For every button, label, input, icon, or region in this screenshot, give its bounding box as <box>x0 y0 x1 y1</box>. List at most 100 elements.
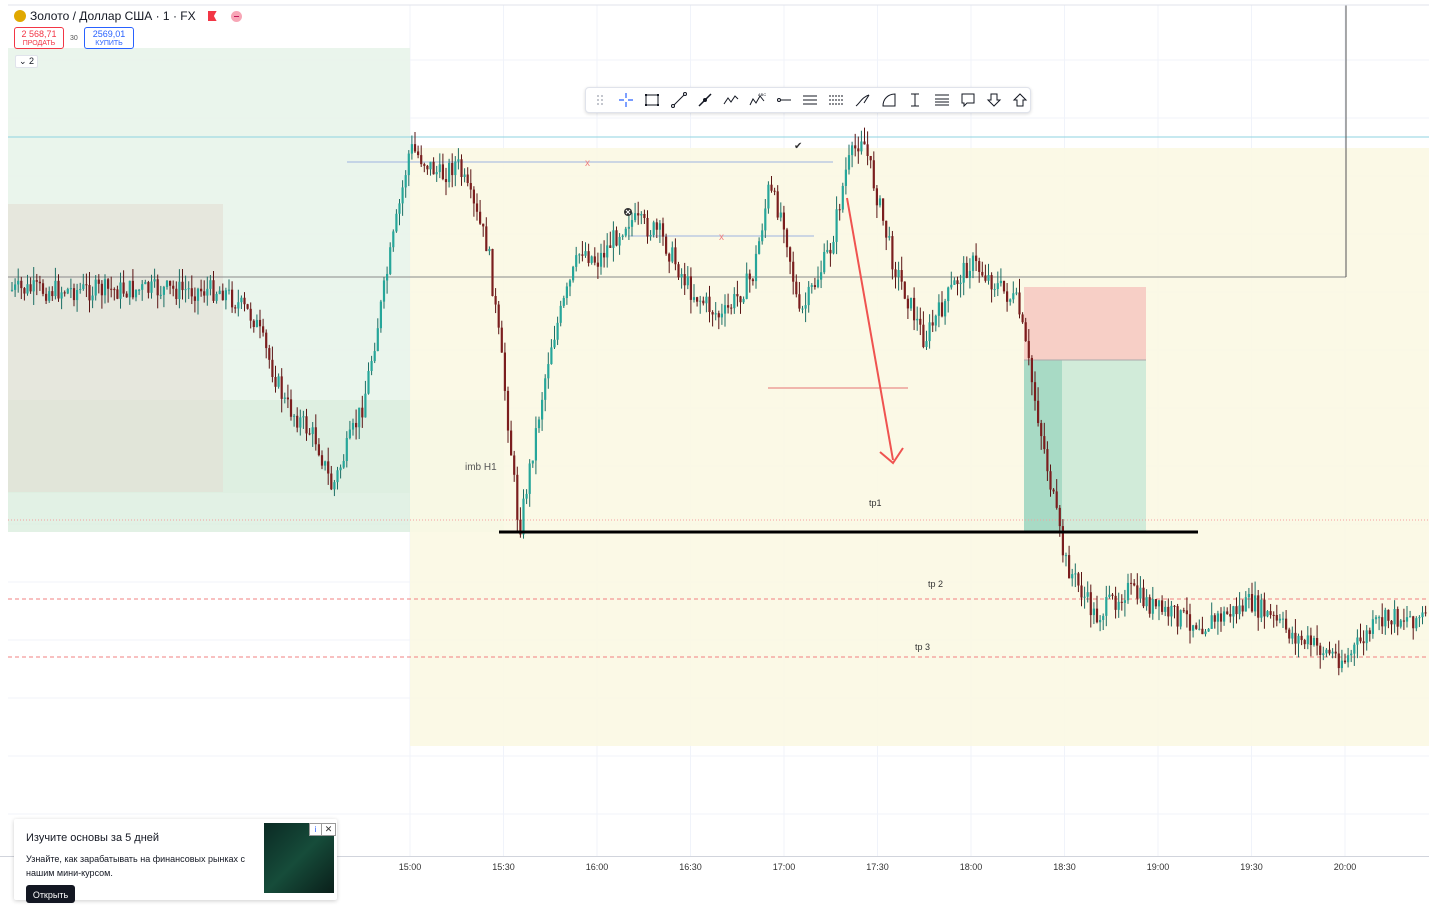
arrow-down-icon[interactable] <box>984 90 1003 110</box>
candle-body <box>531 460 534 464</box>
candle-body <box>1213 615 1216 622</box>
candle-body <box>41 283 45 294</box>
candle-body <box>212 280 215 301</box>
candle-body <box>1049 471 1052 490</box>
candle-body <box>751 279 754 282</box>
candle-body <box>1064 555 1068 557</box>
rectangle-icon[interactable] <box>643 90 662 110</box>
candle-body <box>280 376 283 399</box>
candle-body <box>599 252 603 267</box>
time-tick-label: 16:00 <box>585 862 609 872</box>
candle-body <box>770 184 773 191</box>
candle-body <box>128 280 131 298</box>
fib-icon[interactable] <box>932 90 951 110</box>
parallel-channel-icon[interactable] <box>800 90 819 110</box>
candle-body <box>193 296 196 301</box>
candle-body <box>661 223 665 237</box>
candle-body <box>497 304 500 328</box>
candle-body <box>119 282 122 299</box>
candle-body <box>1157 600 1161 607</box>
ad-info-icon[interactable]: i <box>309 823 322 836</box>
candle-body <box>277 376 280 387</box>
candle-body <box>1232 606 1235 617</box>
candle-body <box>993 289 996 291</box>
candle-body <box>1223 611 1226 622</box>
candle-body <box>1176 606 1179 627</box>
candle-body <box>754 253 758 282</box>
regression-icon[interactable] <box>827 90 846 110</box>
candle-body <box>1260 599 1263 618</box>
symbol-header[interactable]: Золото / Доллар США · 1 · FX <box>14 9 242 23</box>
candle-body <box>327 461 330 474</box>
candle-body <box>1396 608 1399 627</box>
ad-banner[interactable]: Изучите основы за 5 дней Узнайте, как за… <box>14 819 337 903</box>
candle-body <box>169 280 172 286</box>
candle-body <box>894 269 897 277</box>
candle-body <box>122 282 125 294</box>
candle-body <box>14 284 17 290</box>
candle-body <box>48 291 51 301</box>
candle-body <box>1328 649 1331 654</box>
buy-button[interactable]: 2569,01 КУПИТЬ <box>84 27 134 49</box>
flag-icon[interactable] <box>207 11 217 21</box>
candle-body <box>553 339 556 348</box>
ad-close-icon[interactable]: ✕ <box>321 823 336 836</box>
pen-icon[interactable] <box>695 90 714 110</box>
candle-body <box>361 407 364 418</box>
buy-price: 2569,01 <box>92 29 126 39</box>
sell-button[interactable]: 2 568,71 ПРОДАТЬ <box>14 27 64 49</box>
candle-body <box>1077 573 1080 586</box>
horizontal-ray-icon[interactable] <box>774 90 793 110</box>
ad-open-button[interactable]: Открыть <box>26 885 75 903</box>
candle-body <box>389 247 392 274</box>
candle-body <box>1108 594 1111 598</box>
minus-circle-icon[interactable] <box>230 10 242 22</box>
candle-body <box>792 261 795 282</box>
candle-body <box>103 279 107 296</box>
svg-text:ABC: ABC <box>758 92 766 97</box>
brush-icon[interactable] <box>853 90 872 110</box>
candle-body <box>1374 617 1378 620</box>
candle-body <box>1095 608 1099 623</box>
candle-body <box>457 159 460 162</box>
candle-body <box>150 281 153 293</box>
arc-icon[interactable] <box>879 90 898 110</box>
candle-body <box>1405 617 1409 622</box>
arrow-up-icon[interactable] <box>1011 90 1030 110</box>
candle-body <box>100 283 103 296</box>
callout-icon[interactable] <box>958 90 977 110</box>
candle-body <box>125 293 128 298</box>
candle-body <box>813 285 816 288</box>
drag-handle-icon[interactable] <box>590 90 609 110</box>
indicators-toggle[interactable]: ⌄ 2 <box>15 55 39 68</box>
candle-body <box>417 151 420 156</box>
candle-body <box>1294 632 1297 644</box>
candle-body <box>1080 585 1083 598</box>
candle-body <box>1319 645 1322 655</box>
candle-body <box>1269 611 1272 615</box>
candle-body <box>1055 491 1058 508</box>
pattern-icon[interactable] <box>721 90 740 110</box>
symbol-title[interactable]: Золото / Доллар США · 1 · FX <box>30 9 196 23</box>
elliott-wave-icon[interactable]: ABC <box>748 90 767 110</box>
x-marker-2: x <box>719 232 724 243</box>
date-range-icon[interactable] <box>906 90 925 110</box>
candle-body <box>863 141 866 145</box>
candle-body <box>677 264 680 278</box>
candle-body <box>1393 608 1396 625</box>
candle-body <box>1052 489 1055 492</box>
crosshair-icon[interactable] <box>616 90 635 110</box>
time-axis[interactable]: 15:00 15:30 16:00 16:30 17:00 17:30 18:00 18:30… <box>0 856 1429 877</box>
candle-body <box>1037 400 1040 424</box>
candle-body <box>897 270 900 277</box>
candle-body <box>1188 614 1192 631</box>
candle-body <box>1148 597 1151 614</box>
candle-body <box>1204 631 1207 635</box>
candle-body <box>872 160 875 189</box>
trend-line-icon[interactable] <box>669 90 688 110</box>
candle-body <box>959 282 962 285</box>
candle-body <box>637 213 640 216</box>
candle-body <box>1111 594 1114 596</box>
candle-body <box>702 300 705 304</box>
